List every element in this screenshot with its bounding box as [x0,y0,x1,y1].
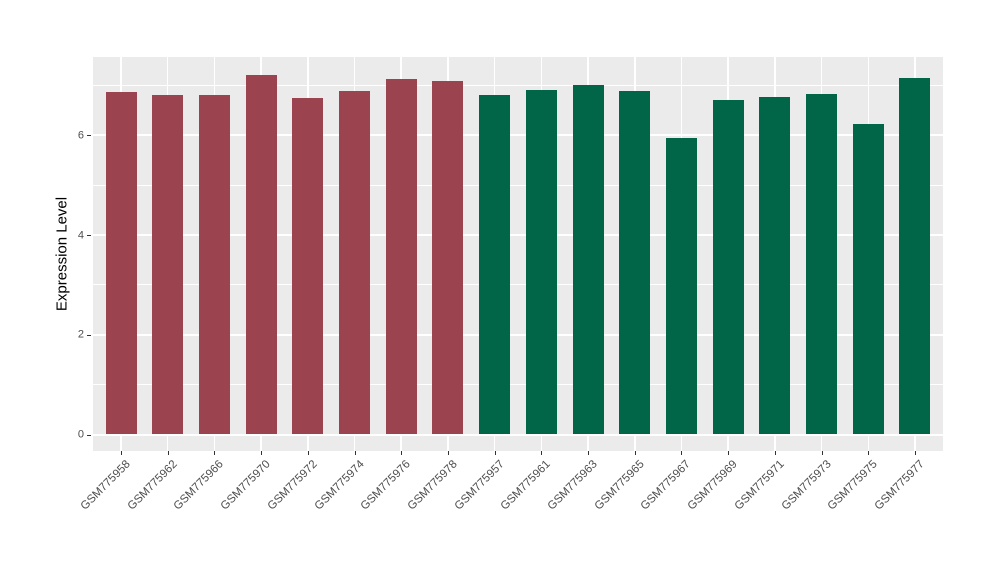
gridline-major-y6 [93,134,943,137]
plot-panel [93,57,943,451]
x-tick-label-GSM775978: GSM775978 [405,458,460,513]
bar-GSM775977 [899,78,931,435]
y-tick-mark-0 [87,434,91,436]
x-tick-mark-GSM775977 [914,451,916,455]
x-tick-label-GSM775963: GSM775963 [545,458,600,513]
x-tick-mark-GSM775973 [821,451,823,455]
bar-GSM775958 [105,91,137,435]
x-tick-label-GSM775970: GSM775970 [218,458,273,513]
x-tick-mark-GSM775961 [541,451,543,455]
x-tick-label-GSM775961: GSM775961 [498,458,554,513]
bar-GSM775972 [292,97,324,435]
x-tick-mark-GSM775976 [401,451,403,455]
bar-GSM775967 [665,138,697,435]
bar-GSM775970 [245,75,277,435]
bar-GSM775962 [152,94,184,435]
gridline-major-y0 [93,433,943,436]
x-tick-mark-GSM775966 [214,451,216,455]
x-tick-label-GSM775976: GSM775976 [358,458,414,513]
x-tick-mark-GSM775957 [494,451,496,455]
bar-GSM775971 [759,97,791,435]
x-tick-mark-GSM775978 [447,451,449,455]
x-tick-mark-GSM775974 [354,451,356,455]
x-tick-label-GSM775972: GSM775972 [265,458,320,513]
x-tick-label-GSM775977: GSM775977 [872,458,927,513]
x-tick-mark-GSM775972 [307,451,309,455]
bar-GSM775961 [525,89,557,435]
bar-GSM775974 [339,90,371,435]
bar-GSM775975 [852,123,884,435]
x-tick-mark-GSM775958 [121,451,123,455]
y-tick-mark-4 [87,235,91,237]
x-tick-label-GSM775969: GSM775969 [685,458,740,513]
gridline-minor-y3 [93,284,943,286]
bar-GSM775966 [198,95,230,435]
gridline-minor-y1 [93,384,943,386]
bar-GSM775973 [806,94,838,435]
bar-GSM775976 [385,79,417,435]
x-tick-mark-GSM775975 [868,451,870,455]
y-tick-label-6: 6 [77,129,84,142]
bar-GSM775969 [712,99,744,435]
bar-GSM775978 [432,81,464,435]
y-tick-mark-2 [87,334,91,336]
y-tick-mark-6 [87,135,91,137]
x-tick-label-GSM775958: GSM775958 [78,458,133,513]
y-tick-label-0: 0 [77,428,84,441]
gridline-major-y4 [93,234,943,237]
bar-GSM775965 [619,90,651,435]
x-tick-mark-GSM775970 [261,451,263,455]
x-tick-mark-GSM775965 [634,451,636,455]
x-tick-label-GSM775975: GSM775975 [825,458,881,513]
bar-GSM775957 [479,94,511,435]
y-tick-label-2: 2 [77,328,84,341]
x-tick-label-GSM775971: GSM775971 [732,458,787,513]
y-axis-title: Expression Level [53,196,71,312]
x-tick-mark-GSM775962 [167,451,169,455]
bar-GSM775963 [572,84,604,435]
x-tick-mark-GSM775971 [774,451,776,455]
gridline-minor-y7 [93,85,943,87]
x-tick-mark-GSM775969 [728,451,730,455]
x-tick-mark-GSM775963 [588,451,590,455]
gridline-minor-y5 [93,184,943,186]
gridline-major-y2 [93,333,943,336]
y-tick-label-4: 4 [77,229,84,242]
x-tick-mark-GSM775967 [681,451,683,455]
